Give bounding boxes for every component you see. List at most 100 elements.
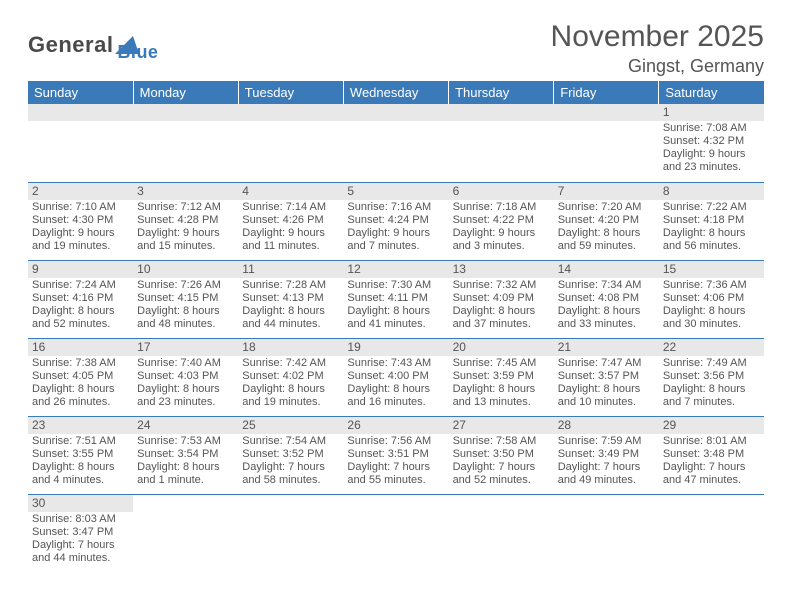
calendar-cell: 26Sunrise: 7:56 AMSunset: 3:51 PMDayligh… xyxy=(343,416,448,494)
calendar-cell xyxy=(554,494,659,572)
day-number: 22 xyxy=(659,339,764,356)
day-detail-line: Sunrise: 7:43 AM xyxy=(347,357,444,370)
day-details: Sunrise: 7:26 AMSunset: 4:15 PMDaylight:… xyxy=(133,278,238,333)
calendar-cell: 30Sunrise: 8:03 AMSunset: 3:47 PMDayligh… xyxy=(28,494,133,572)
day-details: Sunrise: 7:08 AMSunset: 4:32 PMDaylight:… xyxy=(659,121,764,176)
day-header: Sunday xyxy=(28,81,133,104)
day-number: 7 xyxy=(554,183,659,200)
day-detail-line: and 56 minutes. xyxy=(663,240,760,253)
calendar-cell xyxy=(659,494,764,572)
day-header-row: SundayMondayTuesdayWednesdayThursdayFrid… xyxy=(28,81,764,104)
day-number: 13 xyxy=(449,261,554,278)
day-details: Sunrise: 7:28 AMSunset: 4:13 PMDaylight:… xyxy=(238,278,343,333)
day-detail-line: Sunset: 3:51 PM xyxy=(347,448,444,461)
day-number: 26 xyxy=(343,417,448,434)
day-detail-line: Sunset: 3:56 PM xyxy=(663,370,760,383)
day-header: Saturday xyxy=(659,81,764,104)
day-detail-line: Daylight: 9 hours xyxy=(453,227,550,240)
day-detail-line: Sunrise: 7:54 AM xyxy=(242,435,339,448)
day-detail-line: Daylight: 8 hours xyxy=(453,305,550,318)
day-header: Friday xyxy=(554,81,659,104)
day-detail-line: Daylight: 9 hours xyxy=(347,227,444,240)
day-number xyxy=(343,104,448,121)
day-detail-line: and 37 minutes. xyxy=(453,318,550,331)
logo-text-blue: Blue xyxy=(117,26,158,63)
day-detail-line: Sunset: 4:16 PM xyxy=(32,292,129,305)
day-detail-line: Sunset: 4:22 PM xyxy=(453,214,550,227)
day-number: 12 xyxy=(343,261,448,278)
day-detail-line: Sunrise: 7:20 AM xyxy=(558,201,655,214)
day-detail-line: Sunset: 4:00 PM xyxy=(347,370,444,383)
day-number: 20 xyxy=(449,339,554,356)
calendar-cell: 10Sunrise: 7:26 AMSunset: 4:15 PMDayligh… xyxy=(133,260,238,338)
logo: General Blue xyxy=(28,26,158,63)
calendar-cell: 27Sunrise: 7:58 AMSunset: 3:50 PMDayligh… xyxy=(449,416,554,494)
day-detail-line: and 11 minutes. xyxy=(242,240,339,253)
day-detail-line: Sunrise: 7:53 AM xyxy=(137,435,234,448)
day-detail-line: Daylight: 8 hours xyxy=(663,305,760,318)
day-detail-line: Sunset: 4:05 PM xyxy=(32,370,129,383)
day-number: 4 xyxy=(238,183,343,200)
day-detail-line: and 52 minutes. xyxy=(453,474,550,487)
day-header: Tuesday xyxy=(238,81,343,104)
day-detail-line: Sunset: 3:55 PM xyxy=(32,448,129,461)
calendar-cell xyxy=(449,104,554,182)
day-number xyxy=(238,104,343,121)
day-detail-line: Sunrise: 7:32 AM xyxy=(453,279,550,292)
day-detail-line: Sunrise: 7:18 AM xyxy=(453,201,550,214)
day-header: Thursday xyxy=(449,81,554,104)
day-detail-line: Sunrise: 7:40 AM xyxy=(137,357,234,370)
day-number: 24 xyxy=(133,417,238,434)
calendar-cell: 4Sunrise: 7:14 AMSunset: 4:26 PMDaylight… xyxy=(238,182,343,260)
day-details: Sunrise: 7:54 AMSunset: 3:52 PMDaylight:… xyxy=(238,434,343,489)
day-number: 17 xyxy=(133,339,238,356)
calendar-cell xyxy=(343,104,448,182)
day-details: Sunrise: 7:20 AMSunset: 4:20 PMDaylight:… xyxy=(554,200,659,255)
day-details: Sunrise: 7:43 AMSunset: 4:00 PMDaylight:… xyxy=(343,356,448,411)
day-detail-line: Sunrise: 7:10 AM xyxy=(32,201,129,214)
calendar-cell: 25Sunrise: 7:54 AMSunset: 3:52 PMDayligh… xyxy=(238,416,343,494)
day-detail-line: Sunset: 4:20 PM xyxy=(558,214,655,227)
calendar-cell: 24Sunrise: 7:53 AMSunset: 3:54 PMDayligh… xyxy=(133,416,238,494)
day-details: Sunrise: 7:12 AMSunset: 4:28 PMDaylight:… xyxy=(133,200,238,255)
calendar-cell: 20Sunrise: 7:45 AMSunset: 3:59 PMDayligh… xyxy=(449,338,554,416)
day-detail-line: and 55 minutes. xyxy=(347,474,444,487)
day-detail-line: Sunset: 3:57 PM xyxy=(558,370,655,383)
day-detail-line: Daylight: 8 hours xyxy=(347,305,444,318)
day-number: 29 xyxy=(659,417,764,434)
day-detail-line: Sunset: 3:52 PM xyxy=(242,448,339,461)
day-detail-line: and 33 minutes. xyxy=(558,318,655,331)
day-detail-line: Sunrise: 7:30 AM xyxy=(347,279,444,292)
day-detail-line: Daylight: 8 hours xyxy=(137,461,234,474)
day-detail-line: Sunrise: 7:22 AM xyxy=(663,201,760,214)
day-detail-line: Sunset: 4:06 PM xyxy=(663,292,760,305)
day-details: Sunrise: 7:59 AMSunset: 3:49 PMDaylight:… xyxy=(554,434,659,489)
calendar-cell xyxy=(28,104,133,182)
day-number: 14 xyxy=(554,261,659,278)
day-detail-line: Daylight: 8 hours xyxy=(242,305,339,318)
day-detail-line: Daylight: 8 hours xyxy=(32,383,129,396)
day-detail-line: Daylight: 8 hours xyxy=(242,383,339,396)
calendar-cell: 22Sunrise: 7:49 AMSunset: 3:56 PMDayligh… xyxy=(659,338,764,416)
calendar-cell: 8Sunrise: 7:22 AMSunset: 4:18 PMDaylight… xyxy=(659,182,764,260)
day-detail-line: and 7 minutes. xyxy=(347,240,444,253)
day-detail-line: Sunset: 4:11 PM xyxy=(347,292,444,305)
day-detail-line: Daylight: 9 hours xyxy=(137,227,234,240)
day-detail-line: Sunset: 4:28 PM xyxy=(137,214,234,227)
day-detail-line: Sunset: 4:02 PM xyxy=(242,370,339,383)
day-detail-line: Daylight: 8 hours xyxy=(663,383,760,396)
day-details: Sunrise: 7:42 AMSunset: 4:02 PMDaylight:… xyxy=(238,356,343,411)
day-detail-line: and 44 minutes. xyxy=(32,552,129,565)
calendar-cell: 2Sunrise: 7:10 AMSunset: 4:30 PMDaylight… xyxy=(28,182,133,260)
day-detail-line: and 19 minutes. xyxy=(32,240,129,253)
day-detail-line: Sunset: 4:15 PM xyxy=(137,292,234,305)
calendar-cell: 11Sunrise: 7:28 AMSunset: 4:13 PMDayligh… xyxy=(238,260,343,338)
day-detail-line: Daylight: 8 hours xyxy=(453,383,550,396)
day-detail-line: Sunrise: 7:42 AM xyxy=(242,357,339,370)
day-detail-line: and 13 minutes. xyxy=(453,396,550,409)
day-number: 19 xyxy=(343,339,448,356)
day-detail-line: Sunset: 3:59 PM xyxy=(453,370,550,383)
day-detail-line: Sunrise: 7:51 AM xyxy=(32,435,129,448)
day-detail-line: and 16 minutes. xyxy=(347,396,444,409)
calendar-week-row: 9Sunrise: 7:24 AMSunset: 4:16 PMDaylight… xyxy=(28,260,764,338)
